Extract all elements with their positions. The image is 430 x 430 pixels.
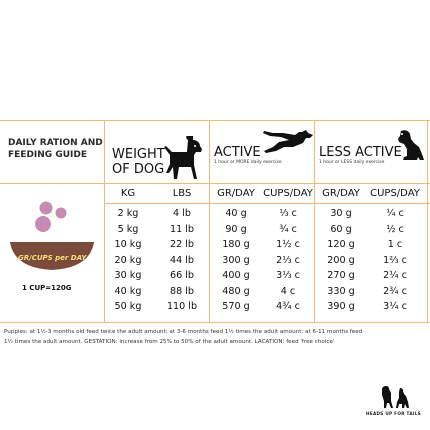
active-header: ACTIVE xyxy=(214,145,261,160)
table-cell: 20 kg xyxy=(114,254,142,266)
colheader-divider xyxy=(104,203,430,204)
table-cell: ¾ c xyxy=(279,223,297,235)
table-cell: 4 c xyxy=(280,285,296,297)
table-cell: 400 g xyxy=(222,270,250,281)
table-cell: 88 lb xyxy=(169,285,194,297)
table-cell: 2¾ c xyxy=(383,285,407,297)
table-cell: 50 kg xyxy=(114,301,142,312)
table-cell: 5 kg xyxy=(117,223,139,235)
sitting-dog-icon xyxy=(398,130,424,160)
weight-header: WEIGHT OF DOG xyxy=(112,147,165,177)
weight-header-line2: OF DOG xyxy=(112,162,165,177)
colheader-kg: KG xyxy=(120,188,136,199)
table-cell: 60 g xyxy=(330,223,352,235)
active-subtitle: 1 hour or MORE daily exercise xyxy=(214,160,282,165)
table-cell: 11 lb xyxy=(169,223,194,235)
table-bottom-border xyxy=(0,322,430,323)
running-dog-icon xyxy=(263,130,313,153)
column-gr-less: 30 g 60 g 120 g 200 g 270 g 330 g 390 g xyxy=(317,206,365,315)
less-active-subtitle: 1 hour or LESS daily exercise xyxy=(319,160,385,165)
colheader-gr-active: GR/DAY xyxy=(217,188,255,199)
beagle-icon xyxy=(164,136,202,179)
table-cell: 2 kg xyxy=(117,208,139,219)
col-divider-4 xyxy=(427,120,428,322)
table-cell: 4¾ c xyxy=(276,301,300,312)
weight-header-line1: WEIGHT xyxy=(112,147,165,162)
colheader-cups-active: CUPS/DAY xyxy=(263,188,313,199)
table-cell: 22 lb xyxy=(169,239,194,250)
cup-equivalence: 1 CUP=120G xyxy=(22,284,72,292)
colheader-lbs: LBS xyxy=(172,188,192,199)
table-cell: 1 c xyxy=(387,239,403,250)
table-cell: 300 g xyxy=(222,254,250,266)
table-cell: 480 g xyxy=(222,285,250,297)
column-lbs: 4 lb 11 lb 22 lb 44 lb 66 lb 88 lb 110 l… xyxy=(160,206,204,315)
table-cell: 4 lb xyxy=(173,208,191,219)
table-cell: 1½ c xyxy=(276,239,300,250)
column-gr-active: 40 g 90 g 180 g 300 g 400 g 480 g 570 g xyxy=(212,206,260,315)
colheader-gr-less: GR/DAY xyxy=(322,188,360,199)
guide-title-line1: DAILY RATION AND xyxy=(8,138,103,148)
colheader-cups-less: CUPS/DAY xyxy=(370,188,420,199)
less-active-header: LESS ACTIVE xyxy=(319,145,402,160)
table-cell: 30 kg xyxy=(114,270,142,281)
brand-logo-text: HEADS UP FOR TAILS xyxy=(366,411,421,416)
column-cups-active: ⅓ c ¾ c 1½ c 2⅓ c 3⅓ c 4 c 4¾ c xyxy=(262,206,314,315)
table-cell: 44 lb xyxy=(169,254,194,266)
table-cell: 2⅓ c xyxy=(276,254,300,266)
table-cell: 270 g xyxy=(327,270,355,281)
table-cell: 30 g xyxy=(330,208,352,219)
table-cell: 10 kg xyxy=(114,239,142,250)
column-kg: 2 kg 5 kg 10 kg 20 kg 30 kg 40 kg 50 kg xyxy=(108,206,148,315)
table-top-border xyxy=(0,120,430,121)
food-bowl-icon xyxy=(10,201,94,270)
table-cell: ¼ c xyxy=(386,208,404,219)
guide-title-line2: FEEDING GUIDE xyxy=(8,150,87,160)
table-cell: 1⅔ c xyxy=(383,254,407,266)
table-cell: ½ c xyxy=(386,223,404,235)
col-divider-2 xyxy=(209,120,210,322)
table-cell: 570 g xyxy=(222,301,250,312)
brand-logo-dogs-icon xyxy=(382,386,409,408)
table-cell: 120 g xyxy=(327,239,355,250)
feeding-note-line1: Puppies: at 1½-3 months old feed twice t… xyxy=(4,329,363,335)
table-cell: 90 g xyxy=(225,223,247,235)
table-cell: 390 g xyxy=(327,301,355,312)
table-cell: 66 lb xyxy=(169,270,194,281)
table-cell: 110 lb xyxy=(166,301,198,312)
table-cell: 40 kg xyxy=(114,285,142,297)
table-cell: 40 g xyxy=(225,208,247,219)
feeding-note: Puppies: at 1½-3 months old feed twice t… xyxy=(4,327,428,347)
table-cell: ⅓ c xyxy=(279,208,297,219)
table-cell: 330 g xyxy=(327,285,355,297)
bowl-label: GR/CUPS per DAY xyxy=(18,254,87,262)
table-cell: 200 g xyxy=(327,254,355,266)
header-divider xyxy=(0,183,430,184)
col-divider-3 xyxy=(314,120,315,322)
column-cups-less: ¼ c ½ c 1 c 1⅔ c 2¼ c 2¾ c 3¼ c xyxy=(366,206,424,315)
feeding-note-line2: 1½ times the adult amount. GESTATION: in… xyxy=(4,339,335,345)
table-cell: 180 g xyxy=(222,239,250,250)
table-cell: 2¼ c xyxy=(383,270,407,281)
guide-title: DAILY RATION AND FEEDING GUIDE xyxy=(8,137,108,161)
table-cell: 3¼ c xyxy=(383,301,407,312)
table-cell: 3⅓ c xyxy=(276,270,300,281)
col-divider-1 xyxy=(104,120,105,322)
